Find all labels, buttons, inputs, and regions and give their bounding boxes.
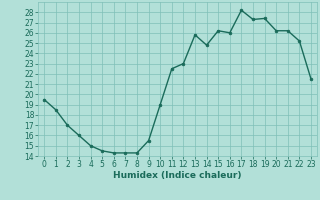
X-axis label: Humidex (Indice chaleur): Humidex (Indice chaleur)	[113, 171, 242, 180]
